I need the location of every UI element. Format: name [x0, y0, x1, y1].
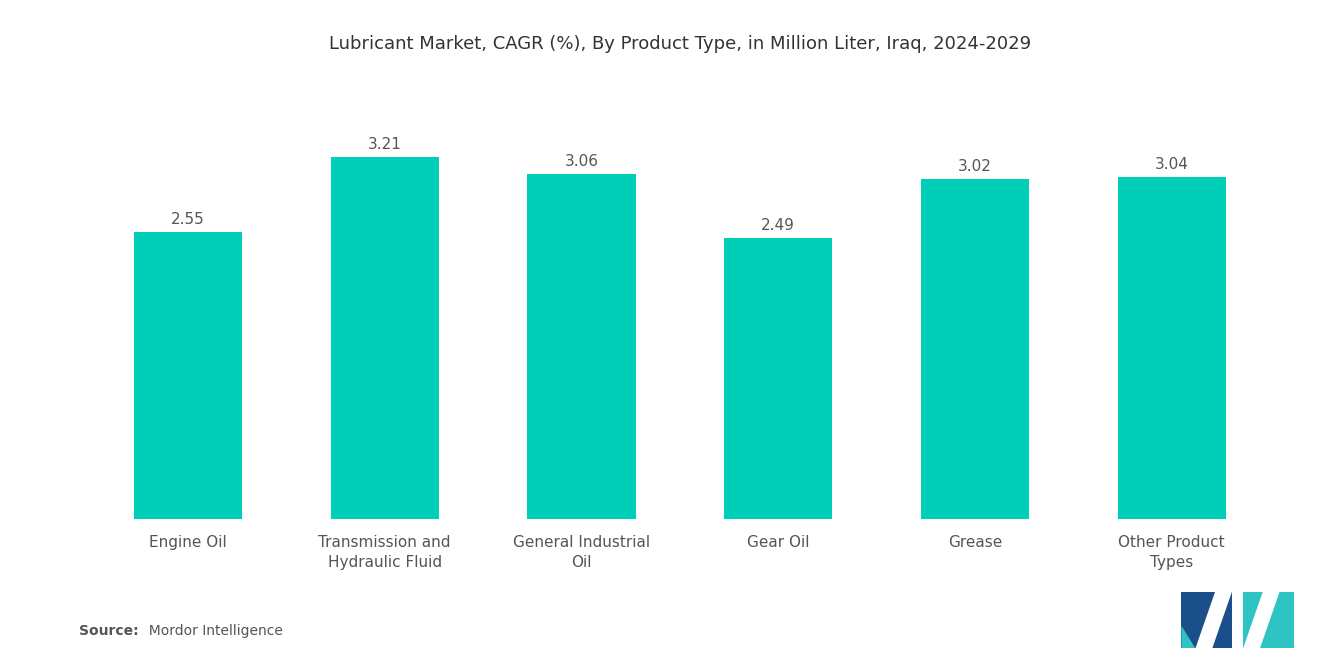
Bar — [921, 179, 1030, 519]
Text: 2.49: 2.49 — [762, 218, 795, 233]
Polygon shape — [1181, 626, 1196, 648]
Bar — [725, 239, 833, 519]
Text: Mordor Intelligence: Mordor Intelligence — [140, 624, 282, 638]
Polygon shape — [1181, 592, 1232, 648]
Text: 2.55: 2.55 — [172, 211, 205, 227]
Bar — [527, 174, 635, 519]
Text: 3.06: 3.06 — [565, 154, 598, 170]
Text: Source:: Source: — [79, 624, 139, 638]
Text: 3.04: 3.04 — [1155, 156, 1188, 172]
Text: 3.02: 3.02 — [958, 159, 991, 174]
Polygon shape — [1243, 592, 1279, 648]
Title: Lubricant Market, CAGR (%), By Product Type, in Million Liter, Iraq, 2024-2029: Lubricant Market, CAGR (%), By Product T… — [329, 35, 1031, 53]
Polygon shape — [1243, 592, 1294, 648]
Bar — [1118, 177, 1226, 519]
Text: 3.21: 3.21 — [368, 138, 401, 152]
Bar — [133, 231, 242, 519]
Polygon shape — [1196, 592, 1232, 648]
Bar — [330, 158, 438, 519]
